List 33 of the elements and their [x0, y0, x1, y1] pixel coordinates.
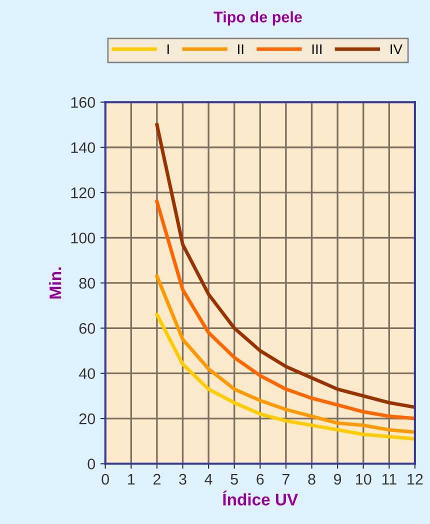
line-series: [155, 200, 415, 420]
legend-label: III: [312, 44, 322, 54]
x-tick-label: 3: [179, 474, 186, 485]
x-tick-label: 2: [153, 474, 160, 485]
x-tick-label: 10: [356, 474, 372, 485]
y-axis-title: Min.: [49, 267, 62, 299]
x-tick-label: 11: [382, 474, 396, 485]
legend-label: I: [168, 44, 169, 54]
x-tick-label: 9: [334, 474, 342, 485]
y-tick-label: 20: [79, 413, 96, 424]
y-tick-label: 40: [78, 368, 96, 380]
y-tick-label: 80: [79, 278, 96, 289]
x-tick-label: 6: [256, 474, 264, 485]
y-tick-label: 160: [71, 97, 96, 108]
legend-label: IV: [390, 44, 402, 54]
x-tick-label: 5: [230, 474, 238, 485]
y-tick-label: 0: [88, 458, 96, 470]
x-tick-label: 7: [282, 474, 290, 485]
x-tick-label: 0: [102, 474, 109, 485]
y-tick-label: 120: [71, 187, 96, 198]
legend-label: II: [238, 44, 244, 54]
line-series: [155, 123, 415, 409]
x-tick-label: 12: [408, 474, 423, 485]
x-tick-label: 1: [128, 474, 135, 485]
x-tick-label: 4: [204, 474, 212, 485]
line-series: [155, 274, 415, 434]
x-tick-label: 8: [308, 474, 316, 485]
line-series: [155, 312, 415, 441]
y-tick-label: 100: [71, 232, 96, 244]
x-axis-title: Índice UV: [223, 490, 298, 506]
y-tick-label: 60: [79, 323, 96, 334]
y-tick-label: 140: [71, 142, 96, 154]
legend-title: Tipo de pele: [214, 11, 302, 26]
